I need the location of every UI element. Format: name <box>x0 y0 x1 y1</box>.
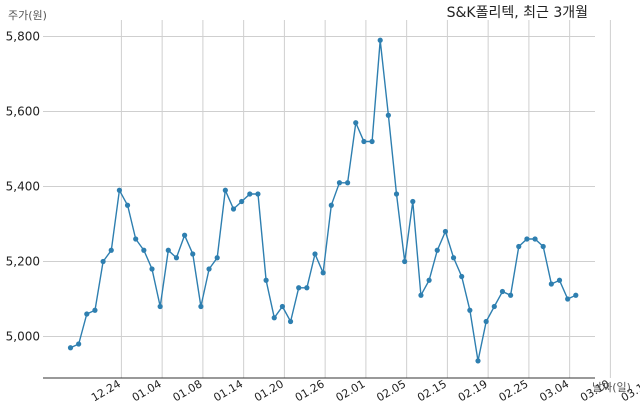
data-point <box>402 258 408 265</box>
data-point <box>279 303 285 310</box>
data-point <box>108 247 114 253</box>
x-tick-label: 02.15 <box>415 377 449 404</box>
data-point <box>173 255 180 261</box>
chart-title: S&K폴리텍, 최근 3개월 <box>447 5 588 21</box>
data-point <box>548 281 554 287</box>
data-point <box>141 247 147 253</box>
data-point <box>328 202 334 208</box>
data-point <box>475 358 481 364</box>
data-point <box>76 341 82 347</box>
y-tick-label: 5,000 <box>6 330 40 344</box>
data-point <box>565 296 571 302</box>
data-point <box>467 307 473 313</box>
data-point <box>92 307 98 313</box>
data-point <box>222 187 228 193</box>
data-point <box>434 247 440 253</box>
data-point <box>100 258 106 265</box>
data-point <box>418 292 424 298</box>
data-point <box>393 191 400 197</box>
data-point <box>556 277 563 283</box>
data-point <box>84 311 90 317</box>
x-tick-label: 02.01 <box>334 377 368 404</box>
data-point <box>499 288 506 295</box>
data-point <box>459 273 465 280</box>
data-point <box>287 318 294 325</box>
data-point <box>206 266 212 272</box>
vertical-gridlines <box>120 20 611 378</box>
data-point <box>377 37 383 43</box>
x-tick-label: 02.25 <box>497 377 531 404</box>
data-point <box>182 232 188 238</box>
data-point <box>369 138 375 145</box>
data-point <box>116 187 122 193</box>
x-tick-label: 01.14 <box>211 377 245 404</box>
data-point <box>516 243 522 250</box>
data-point <box>296 285 302 291</box>
data-point <box>508 292 514 298</box>
data-point <box>271 315 277 321</box>
data-point <box>320 270 326 276</box>
x-tick-label: 12.24 <box>89 377 123 404</box>
x-tick-label: 01.04 <box>130 377 164 404</box>
y-tick-label: 5,600 <box>6 105 40 119</box>
data-point <box>230 206 237 212</box>
x-tick-label: 01.08 <box>171 377 205 404</box>
data-point <box>133 236 139 242</box>
horizontal-gridlines <box>43 36 595 337</box>
data-point <box>124 202 131 208</box>
data-point <box>149 266 155 272</box>
data-point <box>532 236 538 242</box>
data-point <box>198 303 204 310</box>
data-point <box>442 228 448 235</box>
data-point <box>345 180 351 186</box>
data-point <box>190 251 196 257</box>
x-tick-label: 01.20 <box>252 377 286 404</box>
y-axis-tick-labels: 5,000 5,200 5,400 5,600 5,800 <box>6 30 40 344</box>
data-point <box>336 180 343 186</box>
data-point <box>573 292 579 298</box>
data-point <box>67 345 74 351</box>
y-axis-label: 주가(원) <box>8 9 47 22</box>
x-axis-tick-labels: 12.24 01.04 01.08 01.14 01.20 01.26 02.01 02.05… <box>89 377 640 404</box>
price-data-points <box>67 37 579 364</box>
x-tick-label: 02.05 <box>374 377 408 404</box>
data-point <box>312 251 318 257</box>
x-axis-label: 날짜(일) <box>592 380 631 394</box>
data-point <box>247 191 253 197</box>
data-point <box>385 112 391 118</box>
data-point <box>410 198 416 205</box>
data-point <box>540 243 546 250</box>
data-point <box>263 277 269 283</box>
y-tick-label: 5,400 <box>6 180 40 194</box>
x-tick-label: 01.26 <box>293 377 327 404</box>
y-tick-label: 5,800 <box>6 30 40 44</box>
price-series-line <box>70 40 577 362</box>
y-tick-label: 5,200 <box>6 255 40 269</box>
data-point <box>361 138 367 145</box>
data-point <box>165 247 171 253</box>
data-point <box>524 236 530 242</box>
data-point <box>255 191 261 197</box>
x-tick-label: 03.04 <box>537 377 571 404</box>
data-point <box>426 277 432 283</box>
x-tick-label: 02.19 <box>456 377 490 404</box>
data-point <box>214 255 220 261</box>
data-point <box>450 255 457 261</box>
data-point <box>239 198 245 205</box>
data-point <box>491 303 497 310</box>
data-point <box>157 303 163 310</box>
data-point <box>304 285 310 291</box>
data-point <box>353 120 359 126</box>
data-point <box>483 318 489 325</box>
